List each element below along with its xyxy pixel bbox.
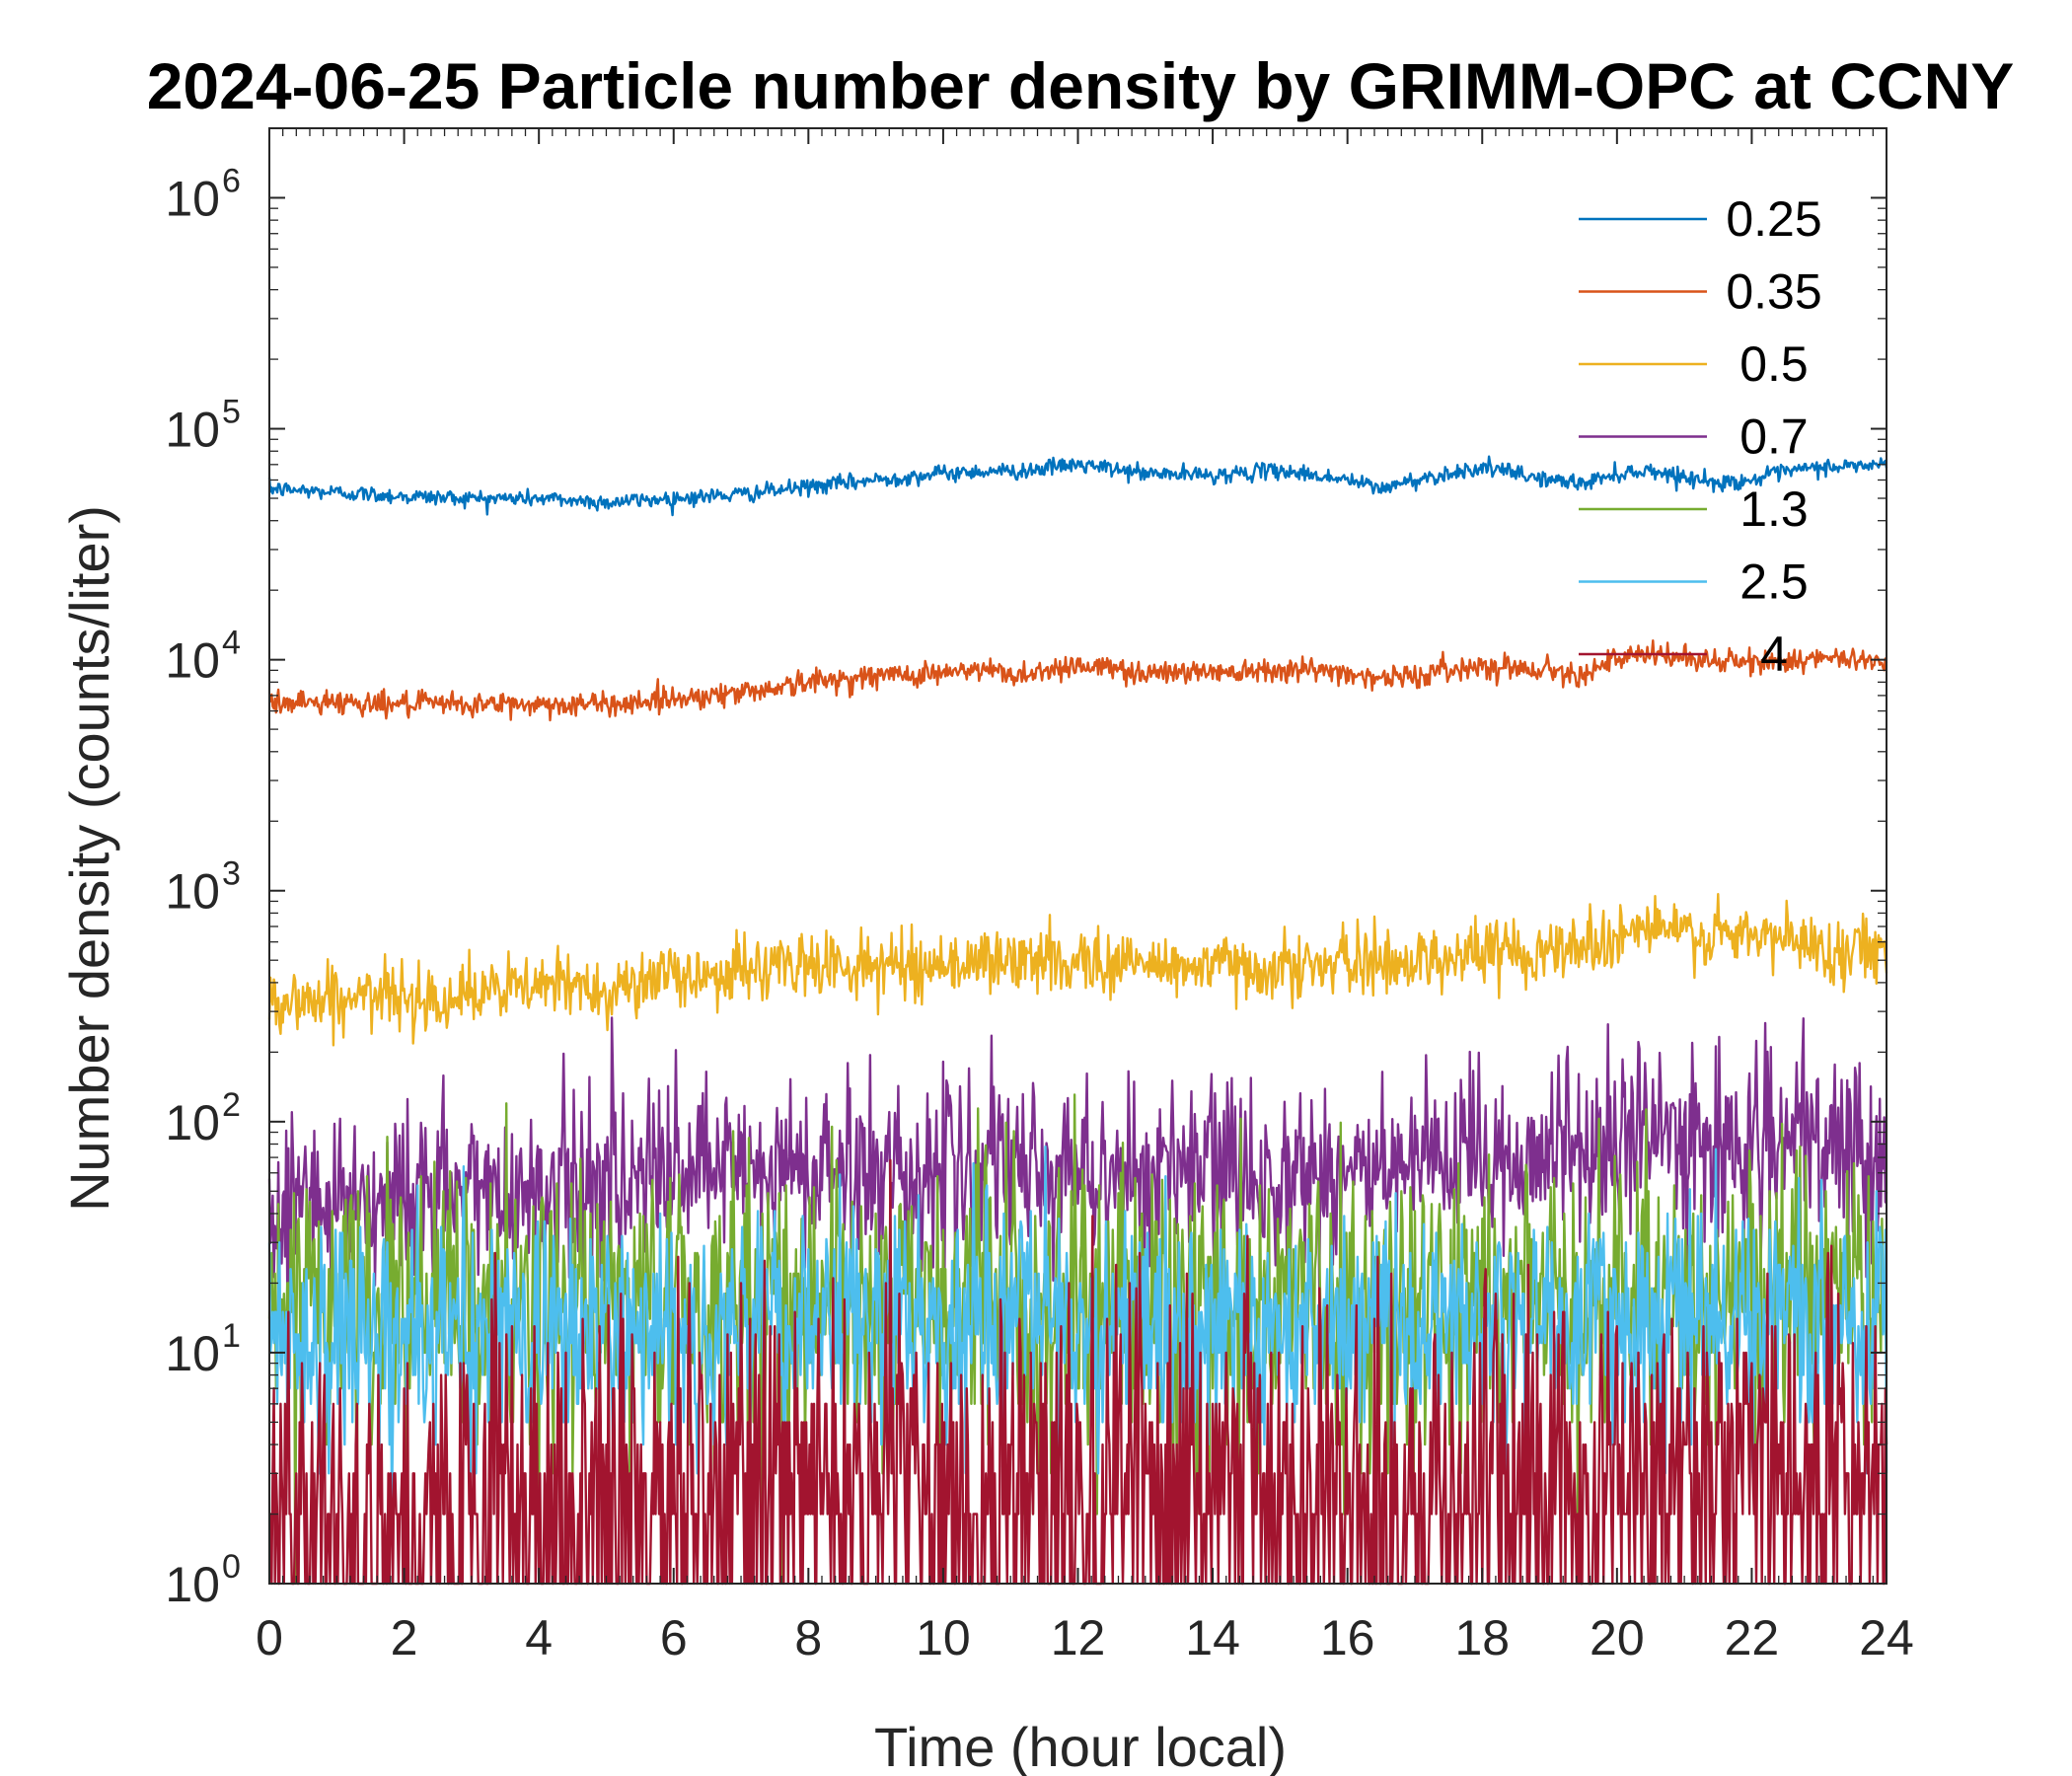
x-tick-label: 18	[1454, 1610, 1510, 1665]
legend-label-1.3: 1.3	[1739, 481, 1809, 537]
legend-label-4: 4	[1760, 627, 1788, 682]
x-tick-label: 12	[1051, 1610, 1106, 1665]
y-tick-exponent: 1	[222, 1317, 241, 1355]
legend-label-0.7: 0.7	[1739, 409, 1809, 465]
y-tick-exponent: 0	[222, 1548, 241, 1586]
legend-label-2.5: 2.5	[1739, 555, 1809, 610]
x-tick-label: 20	[1590, 1610, 1645, 1665]
y-axis-label: Number density (counts/liter)	[58, 505, 120, 1212]
series-line-0.35	[268, 639, 1888, 722]
legend-label-0.5: 0.5	[1739, 336, 1809, 392]
series-line-0.25	[267, 455, 1888, 517]
y-tick-label: 10	[165, 1326, 220, 1381]
y-tick-label: 10	[165, 864, 220, 920]
y-tick-exponent: 4	[222, 625, 241, 662]
x-tick-label: 2	[391, 1610, 418, 1665]
y-tick-exponent: 2	[222, 1086, 241, 1124]
x-tick-label: 8	[794, 1610, 822, 1665]
chart-title: 2024-06-25 Particle number density by GR…	[147, 49, 2015, 122]
y-tick-label: 10	[165, 403, 220, 458]
x-tick-label: 24	[1859, 1610, 1914, 1665]
y-tick-label: 10	[165, 633, 220, 689]
legend-label-0.25: 0.25	[1726, 191, 1821, 247]
y-tick-exponent: 5	[222, 394, 241, 431]
x-tick-label: 22	[1725, 1610, 1780, 1665]
x-tick-label: 10	[916, 1610, 971, 1665]
x-tick-label: 16	[1320, 1610, 1375, 1665]
series-layer	[267, 455, 1888, 1586]
x-axis-label: Time (hour local)	[874, 1716, 1287, 1776]
x-tick-label: 6	[660, 1610, 688, 1665]
x-tick-label: 14	[1185, 1610, 1240, 1665]
series-line-0.7	[267, 1016, 1888, 1329]
x-tick-label: 0	[256, 1610, 283, 1665]
x-tick-label: 4	[525, 1610, 553, 1665]
legend-label-0.35: 0.35	[1726, 264, 1821, 320]
series-line-0.5	[267, 893, 1888, 1047]
y-tick-exponent: 3	[222, 855, 241, 893]
y-tick-label: 10	[165, 1557, 220, 1612]
legend: 0.25 0.35 0.5 0.7 1.3 2.5 4	[1579, 191, 1822, 682]
y-tick-exponent: 6	[222, 162, 241, 199]
y-tick-label: 10	[165, 1095, 220, 1150]
y-tick-label: 10	[165, 171, 220, 226]
